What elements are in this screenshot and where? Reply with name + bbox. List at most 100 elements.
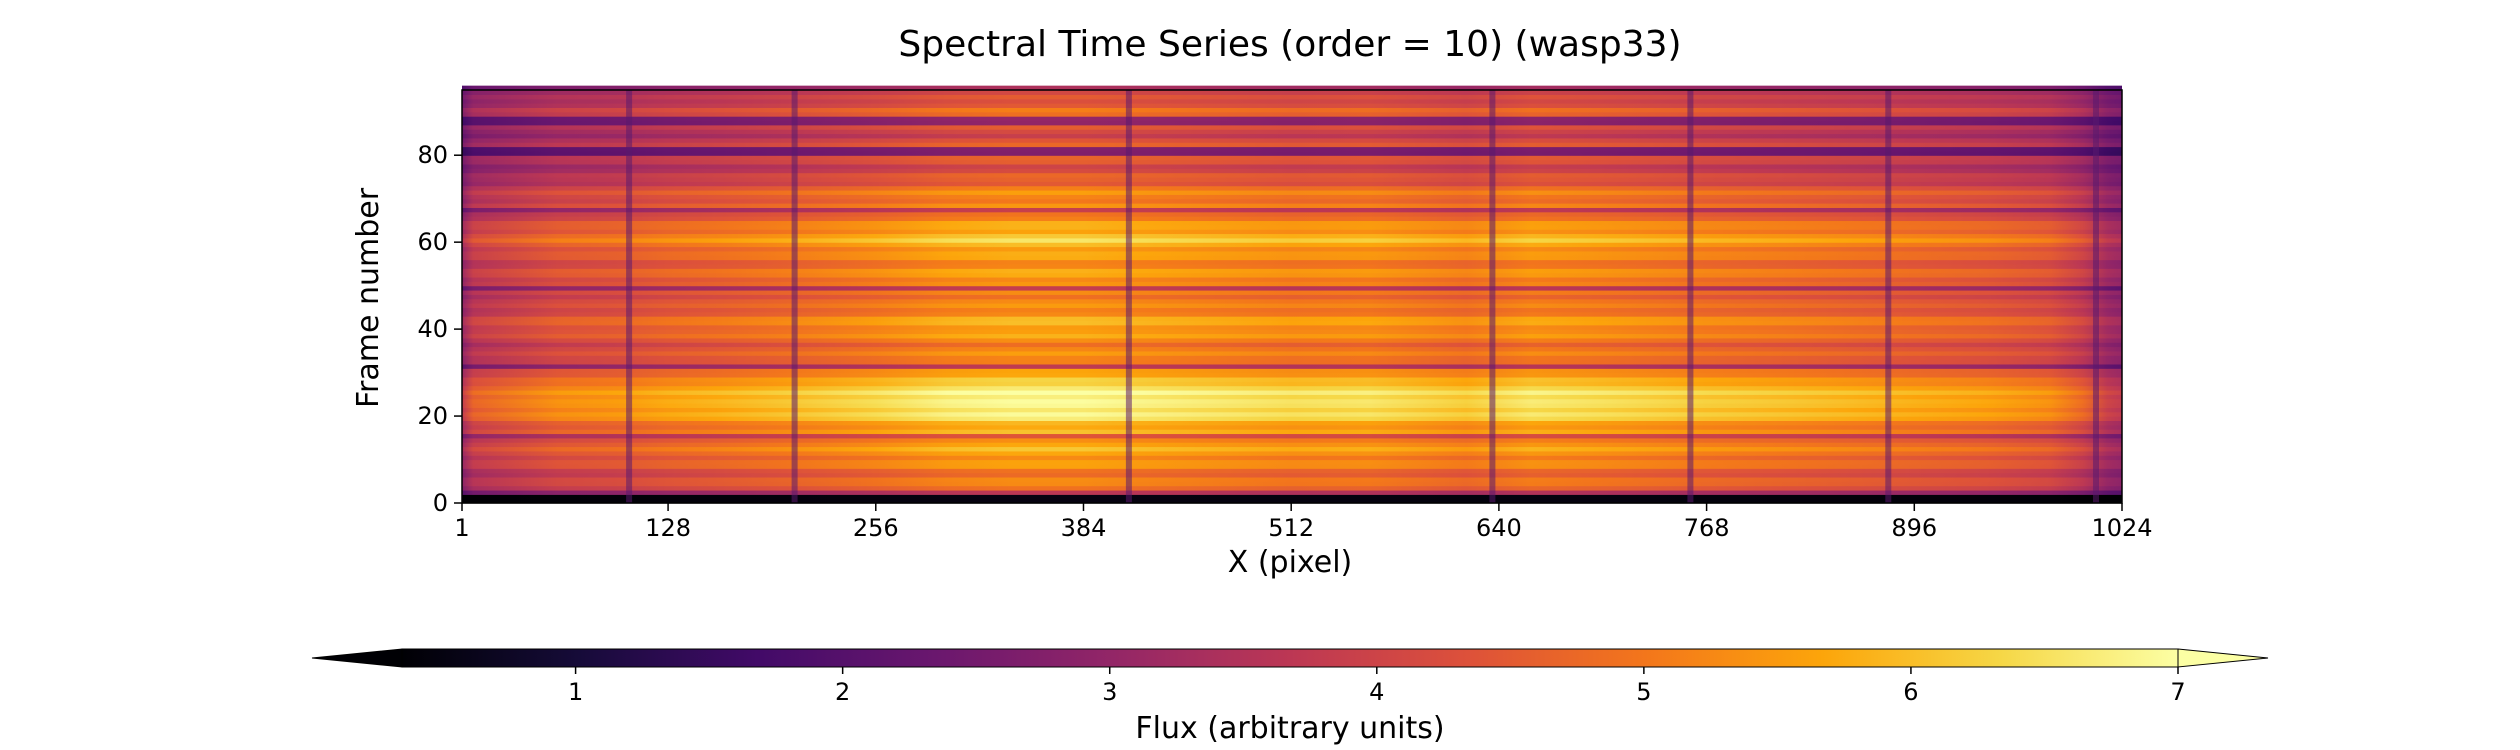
heatmap-row bbox=[462, 433, 2122, 439]
heatmap-row bbox=[462, 137, 2122, 143]
heatmap-row bbox=[462, 159, 2122, 165]
colorbar-tick-label: 1 bbox=[568, 678, 583, 706]
y-axis-label: Frame number bbox=[351, 187, 386, 408]
heatmap-row bbox=[462, 276, 2122, 282]
colorbar-tick-label: 6 bbox=[1903, 678, 1918, 706]
colorbar-tick-label: 4 bbox=[1369, 678, 1384, 706]
heatmap-row bbox=[462, 376, 2122, 382]
heatmap-row bbox=[462, 124, 2122, 130]
heatmap-row bbox=[462, 429, 2122, 435]
heatmap-row bbox=[462, 103, 2122, 108]
absorption-line bbox=[1125, 90, 1132, 503]
heatmap-row bbox=[462, 229, 2122, 235]
colorbar-extend-min bbox=[311, 648, 403, 668]
heatmap-row bbox=[462, 211, 2122, 217]
heatmap-row bbox=[462, 355, 2122, 361]
x-axis-ticks: 1 128 256 384 512 640 768 896 1024 bbox=[454, 503, 2153, 542]
heatmap-row bbox=[462, 216, 2122, 222]
heatmap-row bbox=[462, 363, 2122, 369]
heatmap-row bbox=[462, 203, 2122, 208]
heatmap-row bbox=[462, 420, 2122, 426]
heatmap-row bbox=[462, 450, 2122, 456]
heatmap-row bbox=[462, 411, 2122, 417]
colorbar-tick-label: 2 bbox=[835, 678, 850, 706]
heatmap-row bbox=[462, 381, 2122, 387]
y-tick-label: 0 bbox=[433, 489, 448, 517]
heatmap-row bbox=[462, 346, 2122, 352]
heatmap-row bbox=[462, 324, 2122, 330]
y-axis-ticks: 0 20 40 60 80 bbox=[417, 141, 462, 517]
heatmap-row bbox=[462, 372, 2122, 378]
absorption-line bbox=[1489, 90, 1496, 503]
heatmap-row bbox=[462, 90, 2122, 95]
colorbar-gradient bbox=[401, 648, 2179, 668]
absorption-line bbox=[2093, 90, 2099, 503]
colorbar-ticks: 1 2 3 4 5 6 7 bbox=[568, 667, 2186, 706]
heatmap-row bbox=[462, 489, 2122, 495]
absorption-line bbox=[626, 90, 633, 503]
heatmap-row bbox=[462, 463, 2122, 469]
heatmap-row bbox=[462, 142, 2122, 148]
heatmap-row bbox=[462, 250, 2122, 256]
heatmap-row bbox=[462, 111, 2122, 117]
heatmap-row bbox=[462, 342, 2122, 348]
heatmap-row bbox=[462, 485, 2122, 491]
heatmap-row bbox=[462, 316, 2122, 322]
heatmap-row bbox=[462, 424, 2122, 430]
heatmap-row bbox=[462, 120, 2122, 126]
heatmap-row bbox=[462, 233, 2122, 239]
y-tick-label: 20 bbox=[417, 402, 448, 430]
heatmap-row bbox=[462, 281, 2122, 287]
plot-frame bbox=[461, 89, 2123, 504]
x-tick-label: 768 bbox=[1684, 514, 1730, 542]
heatmap-row bbox=[462, 394, 2122, 400]
heatmap-row bbox=[462, 268, 2122, 274]
colorbar-tick-label: 7 bbox=[2170, 678, 2185, 706]
y-tick-label: 60 bbox=[417, 228, 448, 256]
heatmap-row bbox=[462, 403, 2122, 408]
heatmap-row bbox=[462, 311, 2122, 317]
heatmap-row bbox=[462, 155, 2122, 161]
heatmap-row bbox=[462, 116, 2122, 122]
x-tick-label: 256 bbox=[853, 514, 899, 542]
heatmap-row bbox=[462, 207, 2122, 213]
heatmap-row bbox=[462, 468, 2122, 474]
heatmap-row bbox=[462, 294, 2122, 300]
heatmap-row bbox=[462, 481, 2122, 487]
heatmap-row bbox=[462, 385, 2122, 391]
heatmap-row bbox=[462, 259, 2122, 265]
x-tick-label: 1 bbox=[454, 514, 469, 542]
heatmap-row bbox=[462, 333, 2122, 339]
y-tick-label: 80 bbox=[417, 141, 448, 169]
heatmap-row bbox=[462, 168, 2122, 174]
heatmap-row bbox=[462, 246, 2122, 252]
heatmap-row bbox=[462, 446, 2122, 452]
heatmap-row bbox=[462, 398, 2122, 404]
chart-title: Spectral Time Series (order = 10) (wasp3… bbox=[898, 24, 1681, 65]
heatmap-row bbox=[462, 442, 2122, 448]
heatmap-row bbox=[462, 320, 2122, 326]
heatmap-row bbox=[462, 329, 2122, 335]
heatmap-row bbox=[462, 368, 2122, 374]
heatmap-row bbox=[462, 220, 2122, 226]
heatmap-row bbox=[462, 255, 2122, 261]
heatmap-plot-area bbox=[461, 85, 2123, 504]
heatmap-row bbox=[462, 303, 2122, 308]
heatmap-row bbox=[462, 189, 2122, 195]
heatmap-row bbox=[462, 359, 2122, 365]
x-tick-label: 640 bbox=[1476, 514, 1522, 542]
x-tick-label: 512 bbox=[1268, 514, 1314, 542]
absorption-line bbox=[1687, 90, 1694, 503]
colorbar-tick-label: 3 bbox=[1102, 678, 1117, 706]
colorbar-tick-label: 5 bbox=[1636, 678, 1651, 706]
heatmap-row bbox=[462, 181, 2122, 187]
heatmap-row bbox=[462, 98, 2122, 104]
heatmap-row bbox=[462, 129, 2122, 135]
heatmap-row bbox=[462, 198, 2122, 204]
x-tick-label: 1024 bbox=[2091, 514, 2152, 542]
heatmap-row bbox=[462, 272, 2122, 278]
heatmap-row bbox=[462, 350, 2122, 356]
heatmap-row bbox=[462, 337, 2122, 343]
heatmap-row bbox=[462, 285, 2122, 291]
heatmap-row bbox=[462, 85, 2122, 91]
